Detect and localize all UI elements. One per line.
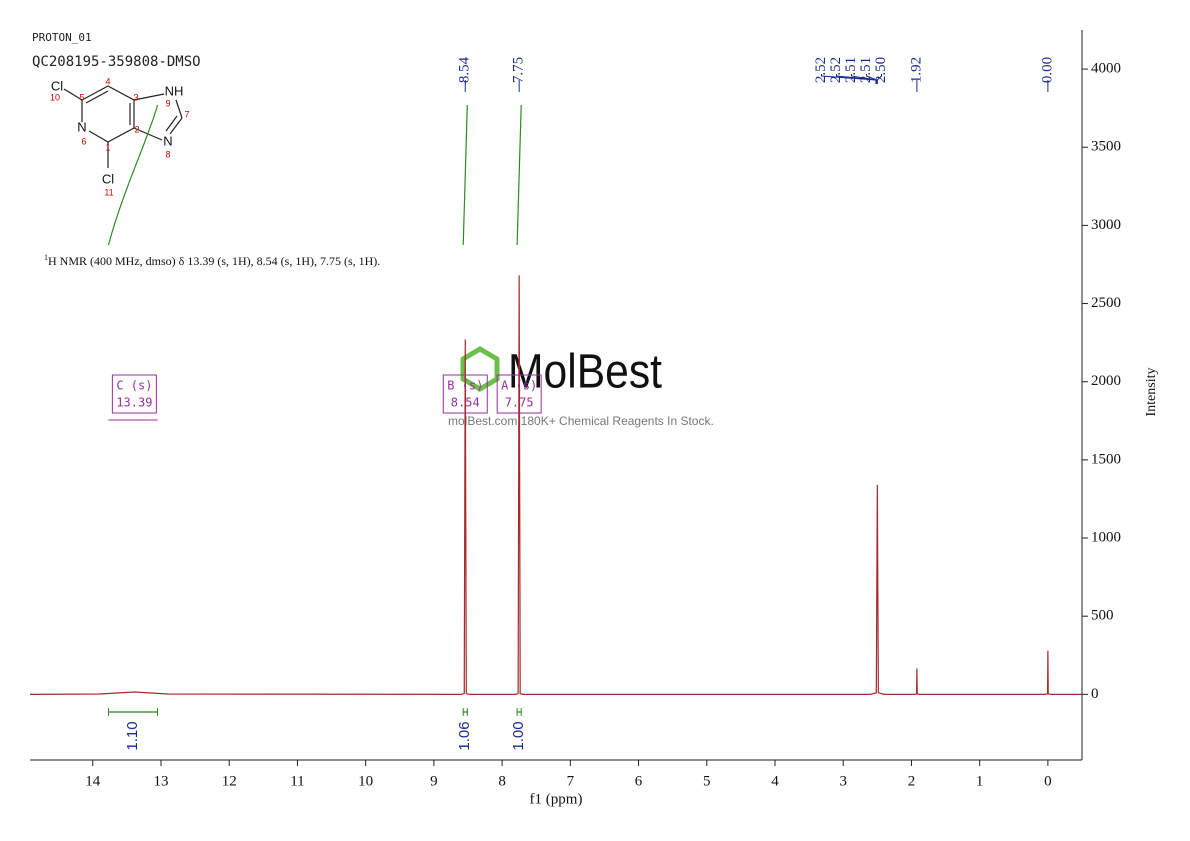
- peak-label: 2.50: [873, 57, 889, 83]
- multiplet-shift: 13.39: [116, 396, 152, 410]
- x-tick-label: 13: [153, 773, 168, 789]
- bond: [63, 88, 83, 101]
- peak-leader: [866, 74, 878, 84]
- atom-number: 8: [165, 149, 170, 159]
- x-tick-label: 1: [976, 773, 984, 789]
- y-tick-label: 500: [1091, 608, 1114, 624]
- multiplet-name: A (s): [501, 379, 537, 393]
- atom-number: 1: [105, 142, 110, 152]
- integral-curve: [516, 104, 522, 246]
- bond: [107, 85, 135, 101]
- x-axis-label: f1 (ppm): [530, 791, 583, 807]
- atom-numbers: 10 4 5 3 2 1 9 7 6 8 11: [50, 76, 190, 197]
- x-tick-label: 8: [498, 773, 506, 789]
- peak-label: 2.51: [843, 57, 859, 83]
- multiplet-name: C (s): [116, 379, 152, 393]
- watermark: MolBest molBest.com,180K+ Chemical Reage…: [448, 346, 714, 429]
- x-tick-label: 6: [635, 773, 643, 789]
- atom-number: 4: [105, 76, 110, 86]
- y-tick-label: 2500: [1091, 295, 1121, 311]
- atom: N: [163, 133, 172, 148]
- peak-label: 0.00: [1039, 57, 1055, 83]
- peak-leader: [876, 74, 883, 84]
- y-tick-label: 3000: [1091, 217, 1121, 233]
- x-tick-label: 7: [567, 773, 575, 789]
- watermark-tagline: molBest.com,180K+ Chemical Reagents In S…: [448, 414, 714, 428]
- integral-label: 1.10: [124, 721, 141, 750]
- nmr-description: 1H NMR (400 MHz, dmso) δ 13.39 (s, 1H), …: [44, 253, 380, 268]
- y-tick-label: 3500: [1091, 139, 1121, 155]
- multiplet-shift: 7.75: [505, 396, 534, 410]
- atom-number: 3: [133, 92, 138, 102]
- multiplet-box: [442, 374, 488, 414]
- peak-label: 2.52: [828, 57, 844, 83]
- y-axis-label: Intensity: [1144, 368, 1159, 417]
- bond: [169, 117, 183, 135]
- x-tick-label: 5: [703, 773, 711, 789]
- y-tick-label: 4000: [1091, 61, 1121, 77]
- atoms: Cl NH N N Cl: [51, 78, 184, 186]
- atom-number: 11: [104, 187, 113, 197]
- atom: NH: [165, 83, 184, 98]
- integral-label: 1.00: [510, 721, 527, 750]
- x-tick-label: 12: [222, 773, 237, 789]
- multiplet-box: [111, 374, 157, 414]
- experiment-name: PROTON_01: [32, 31, 92, 44]
- multiplet-name: B (s): [447, 379, 483, 393]
- bond: [88, 130, 109, 143]
- watermark-icon: [460, 346, 500, 392]
- atom-number: 9: [165, 98, 170, 108]
- x-tick-label: 9: [430, 773, 438, 789]
- description-text: H NMR (400 MHz, dmso) δ 13.39 (s, 1H), 8…: [48, 254, 380, 268]
- spectrum: [29, 275, 1082, 695]
- atom: N: [77, 119, 86, 134]
- peak-label: 2.52: [813, 57, 829, 83]
- integral-curve: [462, 104, 468, 246]
- peak-label: 1.92: [908, 57, 924, 83]
- superscript: 1: [44, 253, 48, 262]
- bond: [133, 93, 165, 101]
- x-tick-label: 2: [908, 773, 916, 789]
- x-tick-label: 4: [771, 773, 779, 789]
- atom-number: 10: [50, 92, 60, 102]
- y-tick-label: 1500: [1091, 451, 1121, 467]
- structure: [63, 85, 183, 168]
- y-tick-label: 0: [1091, 686, 1099, 702]
- atom-number: 6: [81, 136, 86, 146]
- y-tick-label: 2000: [1091, 373, 1121, 389]
- x-tick-label: 11: [290, 773, 304, 789]
- bond: [165, 115, 178, 132]
- bond: [107, 127, 135, 143]
- peak-label: 2.51: [858, 57, 874, 83]
- x-tick-label: 14: [85, 773, 101, 789]
- integral-label: 1.06: [456, 721, 473, 750]
- peak-label: 7.75: [511, 57, 527, 83]
- x-tick-label: 3: [839, 773, 847, 789]
- atom: Cl: [102, 171, 114, 186]
- multiplet-shift: 8.54: [451, 396, 480, 410]
- bond: [175, 99, 183, 119]
- bond: [85, 90, 109, 104]
- sample-name: QC208195-359808-DMSO: [32, 54, 201, 70]
- atom: Cl: [51, 78, 63, 93]
- atom-number: 7: [184, 109, 189, 119]
- y-tick-label: 1000: [1091, 529, 1121, 545]
- atom-number: 5: [79, 92, 84, 102]
- bond: [81, 85, 109, 101]
- x-tick-label: 10: [358, 773, 373, 789]
- atom-number: 2: [134, 124, 139, 134]
- x-tick-label: 0: [1044, 773, 1052, 789]
- peak-leader: [836, 74, 877, 84]
- peak-label: 8.54: [457, 56, 473, 83]
- multiplet-box: [496, 374, 542, 414]
- watermark-brand: MolBest: [508, 346, 662, 399]
- integral-curve: [107, 104, 159, 246]
